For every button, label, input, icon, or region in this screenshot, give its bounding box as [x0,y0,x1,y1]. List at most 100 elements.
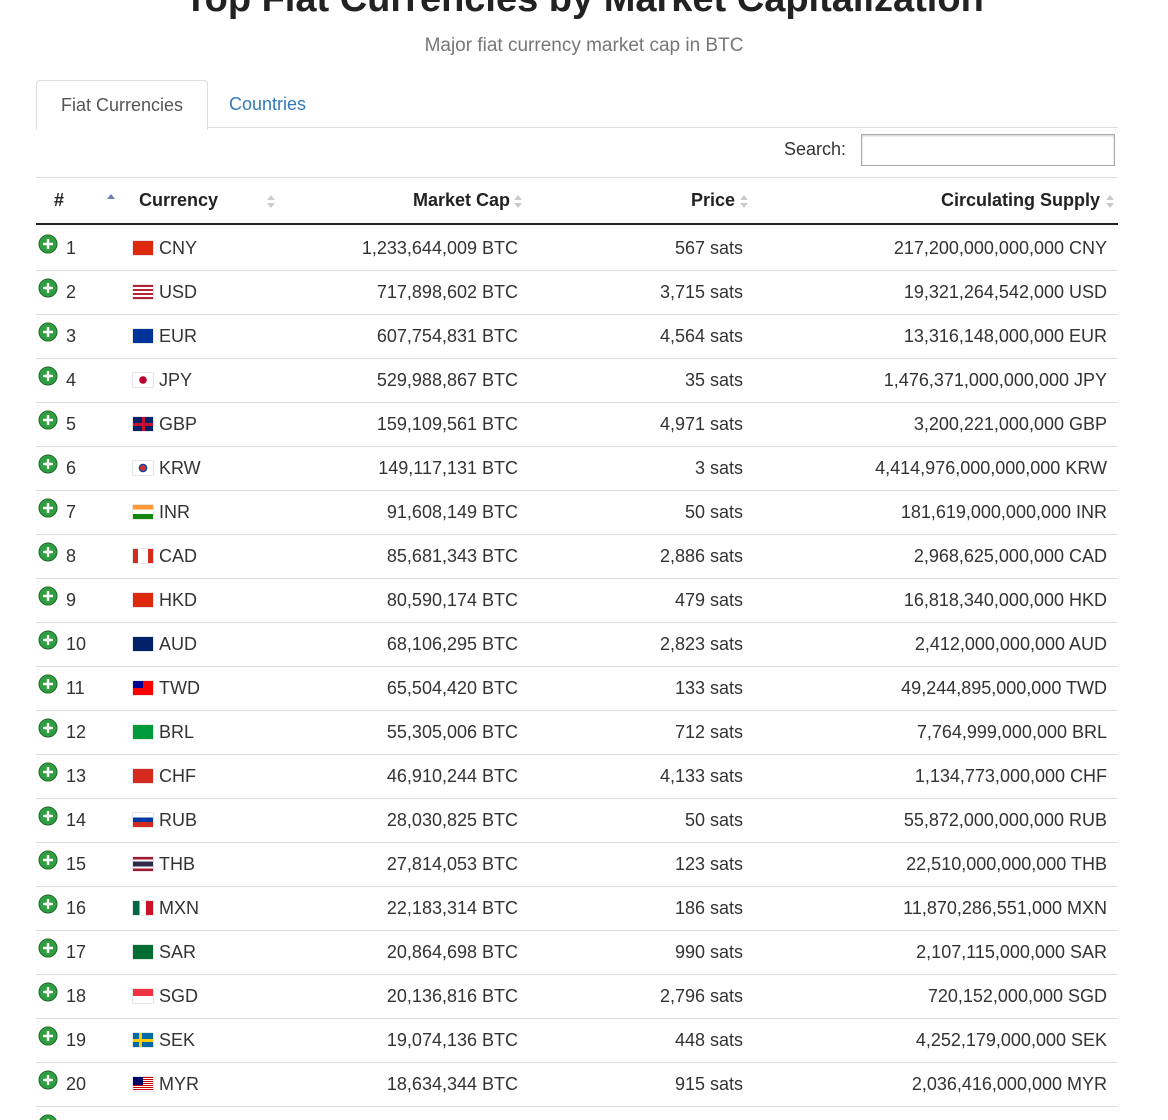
sort-icon [740,195,748,209]
circulating-supply: 22,510,000,000,000 THB [906,854,1107,874]
market-cap: 20,864,698 BTC [386,942,518,962]
expand-icon[interactable] [38,1114,58,1120]
circulating-supply: 49,244,895,000,000 TWD [901,678,1107,698]
rank: 18 [66,986,87,1006]
currency: CAD [159,546,198,566]
column-header[interactable]: Price [690,190,735,210]
row-border [36,798,1118,799]
expand-icon-svg [38,718,58,738]
header-top-border [36,177,1118,178]
market-cap: 22,183,314 BTC [386,898,518,918]
currency: SGD [159,986,199,1006]
expand-icon-svg [38,982,58,1002]
flag [133,725,153,739]
expand-icon-svg [38,674,58,694]
circulating-supply: 4,414,976,000,000,000 KRW [875,458,1107,478]
rank: 13 [66,766,87,786]
expand-icon[interactable] [38,718,58,738]
expand-icon[interactable] [38,938,58,958]
expand-icon[interactable] [38,674,58,694]
rank: 11 [66,678,85,698]
circulating-supply: 720,152,000,000 SGD [927,986,1107,1006]
rank: 14 [66,810,87,830]
row-border [36,1106,1118,1107]
page-title: Top Fiat Currencies by Market Capitaliza… [0,0,1168,21]
sort-icon [514,195,522,209]
row-border [36,270,1118,271]
expand-icon-svg [38,894,58,914]
rank: 6 [66,458,77,478]
expand-icon[interactable] [38,586,58,606]
row-border [36,1018,1118,1019]
row-border [36,974,1118,975]
circulating-supply: 16,818,340,000,000 HKD [903,590,1107,610]
currency: USD [159,282,198,302]
expand-icon[interactable] [38,762,58,782]
tab[interactable]: Countries [229,94,307,114]
price: 915 sats [674,1074,743,1094]
page-subtitle: Major fiat currency market cap in BTC [424,35,744,56]
expand-icon[interactable] [38,410,58,430]
flag [133,857,153,871]
expand-icon[interactable] [38,894,58,914]
column-header[interactable]: Market Cap [412,190,510,210]
flag [133,329,153,343]
expand-icon[interactable] [38,278,58,298]
expand-icon[interactable] [38,454,58,474]
expand-icon[interactable] [38,850,58,870]
rank: 1 [66,238,77,258]
market-cap: 717,898,602 BTC [376,282,518,302]
expand-icon[interactable] [38,234,58,254]
market-cap: 20,136,816 BTC [386,986,518,1006]
flag [133,417,153,431]
expand-icon[interactable] [38,366,58,386]
column-header[interactable]: # [54,190,65,210]
market-cap: 19,074,136 BTC [386,1030,518,1050]
price: 133 sats [674,678,743,698]
expand-icon[interactable] [38,542,58,562]
currency: RUB [159,810,198,830]
row-border [36,930,1118,931]
expand-icon-svg [39,1114,57,1120]
expand-icon[interactable] [38,982,58,1002]
market-cap: 529,988,867 BTC [376,370,518,390]
expand-icon[interactable] [38,1070,58,1090]
rank: 2 [66,282,77,302]
expand-icon[interactable] [38,1026,58,1046]
row-border [36,842,1118,843]
expand-icon-svg [38,850,58,870]
rank: 19 [66,1030,87,1050]
search-input[interactable] [861,134,1115,166]
price: 3 sats [694,458,743,478]
expand-icon[interactable] [38,806,58,826]
flag [133,769,153,783]
price: 123 sats [674,854,743,874]
tab-active[interactable]: Fiat Currencies [36,80,208,130]
expand-icon-svg [38,278,58,298]
market-cap: 85,681,343 BTC [386,546,518,566]
currency: GBP [159,414,198,434]
price: 479 sats [674,590,743,610]
price: 3,715 sats [659,282,743,302]
expand-icon[interactable] [38,322,58,342]
circulating-supply: 13,316,148,000,000 EUR [903,326,1107,346]
price: 35 sats [684,370,743,390]
expand-icon-svg [38,762,58,782]
row-border [36,886,1118,887]
expand-icon[interactable] [38,630,58,650]
row-border [36,754,1118,755]
rank: 7 [66,502,77,522]
column-header[interactable]: Currency [139,190,219,210]
circulating-supply: 3,200,221,000,000 GBP [913,414,1107,434]
price: 50 sats [684,810,743,830]
sort-icon [267,195,275,209]
row-border [36,534,1118,535]
expand-icon-svg [38,410,58,430]
flag [133,461,153,475]
flag [133,945,153,959]
row-border [36,446,1118,447]
market-cap: 91,608,149 BTC [386,502,518,522]
row-border [36,1062,1118,1063]
column-header[interactable]: Circulating Supply [940,190,1100,210]
expand-icon[interactable] [38,498,58,518]
